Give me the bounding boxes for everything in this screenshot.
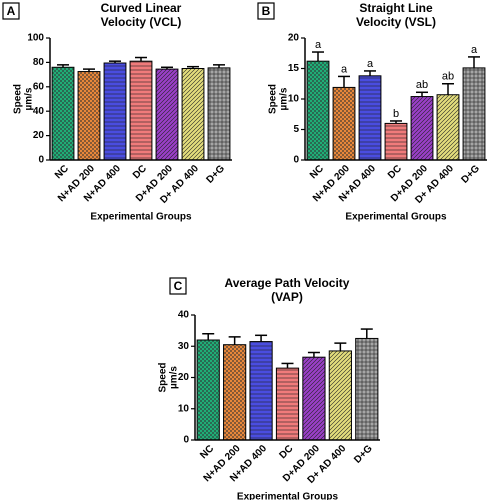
x-axis-label: Experimental Groups (90, 212, 192, 223)
y-axis-label: µm/s (169, 366, 180, 389)
x-tick-label: DC (277, 443, 295, 461)
chart-title: Velocity (VCL) (101, 15, 182, 29)
significance-label: a (471, 44, 478, 56)
bar (332, 86, 356, 161)
bar (155, 68, 179, 161)
y-tick-label: 0 (293, 155, 299, 166)
y-tick-label: 20 (288, 33, 300, 44)
chart-title: Curved Linear (101, 1, 182, 15)
y-axis-label: Speed (158, 362, 169, 392)
bar (384, 122, 408, 161)
y-tick-label: 5 (293, 124, 299, 135)
bar (129, 60, 153, 161)
y-axis-label: µm/s (24, 87, 35, 110)
y-tick-label: 20 (33, 130, 45, 141)
panel-label: B (262, 4, 271, 18)
panel-label-box (257, 2, 275, 20)
y-tick-label: 10 (288, 94, 300, 105)
bar (328, 350, 352, 441)
bar (355, 337, 379, 441)
bar (302, 356, 326, 441)
x-tick-label: NC (53, 163, 71, 181)
bar (196, 339, 220, 441)
chart-title: (VAP) (271, 290, 303, 304)
significance-label: a (367, 58, 374, 70)
panel-label-box (2, 2, 20, 20)
y-tick-label: 40 (178, 310, 190, 321)
bar (249, 341, 273, 441)
bar (207, 67, 231, 161)
x-tick-label: D+G (204, 163, 227, 186)
bar (462, 67, 486, 161)
y-tick-label: 60 (33, 81, 45, 92)
significance-label: ab (442, 71, 454, 83)
x-axis-label: Experimental Groups (237, 492, 339, 500)
significance-label: a (315, 39, 322, 51)
chart-title: Average Path Velocity (225, 276, 350, 290)
panel-label: C (174, 279, 183, 293)
panel-label-box (169, 277, 187, 295)
panel-label: A (7, 4, 16, 18)
bar (358, 75, 382, 161)
x-tick-label: DC (131, 163, 149, 181)
x-tick-label: NC (308, 163, 326, 181)
y-tick-label: 15 (288, 63, 300, 74)
significance-label: b (393, 108, 399, 120)
y-axis-label: Speed (13, 84, 24, 114)
y-axis-label: µm/s (279, 87, 290, 110)
y-tick-label: 10 (178, 403, 190, 414)
y-axis-label: Speed (268, 84, 279, 114)
bar (436, 94, 460, 161)
x-axis-label: Experimental Groups (345, 212, 447, 223)
y-tick-label: 40 (33, 106, 45, 117)
bar (77, 71, 101, 161)
bar (51, 66, 75, 161)
y-tick-label: 0 (183, 435, 189, 446)
significance-label: ab (416, 79, 428, 91)
chart-title: Straight Line (359, 1, 433, 15)
bar (306, 60, 330, 161)
bar (223, 344, 247, 441)
y-tick-label: 0 (38, 155, 44, 166)
x-tick-label: NC (198, 443, 216, 461)
y-tick-label: 30 (178, 341, 190, 352)
bar (103, 62, 127, 161)
chart-title: Velocity (VSL) (356, 15, 436, 29)
significance-label: a (341, 63, 348, 75)
x-tick-label: D+G (459, 163, 482, 186)
y-tick-label: 100 (27, 33, 44, 44)
y-tick-label: 80 (33, 57, 45, 68)
bar (181, 68, 205, 161)
x-tick-label: D+G (352, 443, 375, 466)
bar (275, 367, 300, 441)
bar (410, 96, 434, 161)
y-tick-label: 20 (178, 372, 190, 383)
x-tick-label: DC (386, 163, 404, 181)
